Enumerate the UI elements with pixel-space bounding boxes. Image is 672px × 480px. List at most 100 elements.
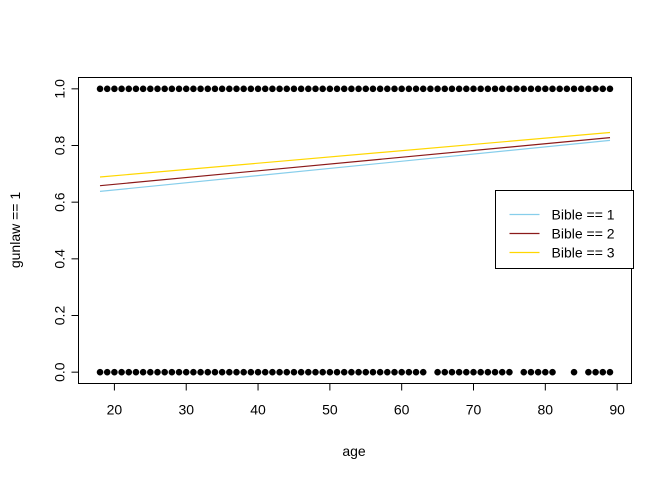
- data-point: [542, 368, 549, 376]
- data-point: [434, 368, 441, 376]
- data-point: [247, 85, 255, 93]
- data-point: [405, 368, 413, 376]
- y-tick-label: 1.0: [52, 79, 68, 99]
- data-point: [132, 368, 140, 376]
- data-point: [391, 85, 398, 93]
- data-point: [599, 368, 607, 376]
- x-tick-label: 40: [250, 402, 266, 418]
- legend-box: [495, 190, 634, 269]
- data-point: [125, 85, 133, 93]
- data-point: [326, 85, 334, 93]
- fitted-lines: [99, 131, 611, 192]
- legend-label: Bible == 1: [552, 207, 615, 223]
- data-point: [419, 368, 427, 376]
- data-point: [369, 85, 377, 93]
- data-point: [542, 85, 549, 93]
- data-point: [319, 85, 326, 93]
- data-point: [147, 368, 154, 376]
- data-point: [139, 85, 147, 93]
- data-point: [182, 85, 190, 93]
- data-point: [506, 85, 513, 93]
- data-point: [470, 368, 477, 376]
- data-point: [376, 368, 384, 376]
- data-point: [527, 368, 535, 376]
- series-line-1: [99, 139, 611, 192]
- data-point: [312, 85, 319, 93]
- data-point: [606, 85, 614, 93]
- data-point: [570, 368, 578, 376]
- data-point: [261, 368, 269, 376]
- data-point: [470, 85, 477, 93]
- data-point: [477, 368, 484, 376]
- legend-label: Bible == 3: [552, 245, 615, 261]
- data-point: [599, 85, 607, 93]
- data-point: [211, 368, 219, 376]
- data-point: [348, 368, 355, 376]
- data-point: [333, 85, 341, 93]
- data-point: [419, 85, 427, 93]
- data-point: [355, 85, 362, 93]
- data-point: [197, 368, 204, 376]
- y-tick-label: 0.8: [52, 136, 68, 156]
- data-point: [240, 85, 247, 93]
- data-point: [391, 368, 398, 376]
- data-point: [204, 368, 212, 376]
- data-point: [441, 368, 449, 376]
- data-point: [175, 368, 183, 376]
- data-point: [269, 368, 276, 376]
- data-point: [563, 85, 571, 93]
- data-point: [491, 368, 499, 376]
- x-tick-label: 60: [394, 402, 410, 418]
- data-point: [197, 85, 204, 93]
- data-point: [398, 85, 405, 93]
- data-point: [283, 85, 291, 93]
- data-point: [218, 368, 226, 376]
- data-point: [276, 85, 283, 93]
- data-point: [577, 85, 585, 93]
- data-point: [226, 85, 233, 93]
- series-line-3: [99, 131, 611, 178]
- x-tick-label: 70: [466, 402, 482, 418]
- data-point: [103, 368, 111, 376]
- x-axis-label: age: [342, 443, 366, 459]
- data-point: [484, 85, 492, 93]
- data-point: [118, 85, 125, 93]
- data-point: [606, 368, 614, 376]
- data-point: [348, 85, 355, 93]
- data-point: [384, 85, 391, 93]
- data-point: [412, 85, 420, 93]
- data-point: [448, 85, 456, 93]
- data-point: [111, 368, 118, 376]
- legend-label: Bible == 2: [552, 226, 615, 242]
- data-point: [448, 368, 456, 376]
- data-point: [333, 368, 341, 376]
- data-point: [463, 85, 470, 93]
- data-point: [362, 368, 370, 376]
- x-tick-label: 80: [538, 402, 554, 418]
- data-point: [254, 368, 262, 376]
- data-point: [491, 85, 499, 93]
- data-point: [111, 85, 118, 93]
- data-point: [340, 368, 348, 376]
- data-point: [340, 85, 348, 93]
- data-point: [297, 85, 305, 93]
- legend: Bible == 1 Bible == 2 Bible == 3: [495, 190, 634, 269]
- data-point: [362, 85, 370, 93]
- data-point: [570, 85, 578, 93]
- data-point: [520, 85, 528, 93]
- x-axis: 20 30 40 50 60 70 80 90: [107, 383, 625, 418]
- data-point: [233, 368, 240, 376]
- data-point: [290, 85, 298, 93]
- data-point: [592, 368, 599, 376]
- data-point: [132, 85, 140, 93]
- data-point: [384, 368, 391, 376]
- data-point: [455, 368, 463, 376]
- data-point: [549, 368, 556, 376]
- data-point: [276, 368, 283, 376]
- data-point: [240, 368, 247, 376]
- data-point: [398, 368, 405, 376]
- data-point: [247, 368, 255, 376]
- data-point: [463, 368, 470, 376]
- data-point: [147, 85, 154, 93]
